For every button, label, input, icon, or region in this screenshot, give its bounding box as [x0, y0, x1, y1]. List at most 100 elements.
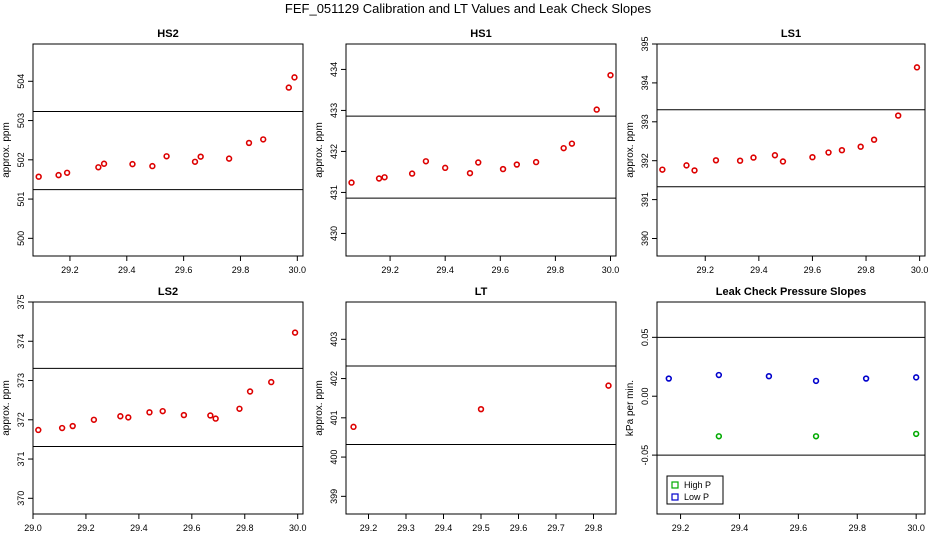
x-tick-label: 30.0: [289, 265, 307, 275]
legend-marker: [671, 481, 679, 489]
y-axis-label: kPa per min.: [625, 380, 636, 436]
data-point: [812, 377, 820, 385]
chart-panel-2: HS1 approx. ppm 29.2 29.4 29.6 29.8 30.0 430 431…: [314, 28, 619, 275]
data-point: [197, 153, 204, 160]
x-tick-label: 29.8: [232, 265, 250, 275]
y-axis-label: approx. ppm: [314, 122, 325, 178]
x-tick-label: 29.6: [790, 523, 808, 533]
y-axis-label: approx. ppm: [625, 122, 636, 178]
y-tick-label: 500: [16, 231, 26, 246]
data-point: [225, 155, 233, 162]
y-tick-label: 370: [16, 491, 26, 506]
y-tick-label: 393: [640, 114, 650, 129]
data-point: [568, 140, 576, 147]
data-point: [90, 416, 98, 423]
chart-panel-4: LS2 approx. ppm 29.0 29.2 29.4 29.6 29.8 30.0 37…: [1, 286, 306, 533]
y-tick-label: 504: [16, 74, 26, 89]
data-point: [35, 426, 42, 434]
x-tick-label: 29.8: [848, 523, 866, 533]
data-point: [691, 167, 698, 174]
data-point: [912, 374, 920, 381]
x-tick-label: 29.4: [750, 265, 768, 275]
x-tick-label: 29.2: [61, 265, 79, 275]
data-point: [146, 409, 153, 416]
data-point: [191, 158, 199, 165]
data-point: [291, 74, 298, 81]
data-point: [560, 144, 567, 152]
data-point: [765, 373, 773, 380]
x-tick-label: 29.6: [175, 265, 193, 275]
x-tick-label: 30.0: [911, 265, 929, 275]
data-point: [180, 411, 188, 419]
data-point: [100, 160, 108, 167]
x-tick-label: 29.2: [672, 523, 690, 533]
data-point: [246, 388, 254, 395]
y-tick-label: 371: [16, 452, 26, 467]
y-tick-label: 372: [16, 412, 26, 427]
data-point: [809, 153, 816, 161]
y-tick-label: 374: [16, 334, 26, 349]
chart-panel-3: LS1 approx. ppm 29.2 29.4 29.6 29.8 30.0 390 391…: [625, 28, 928, 275]
x-tick-label: 29.2: [381, 265, 399, 275]
y-axis-label: approx. ppm: [314, 380, 325, 436]
data-point: [35, 173, 42, 180]
x-tick-label: 29.8: [857, 265, 875, 275]
y-tick-label: 373: [16, 373, 26, 388]
chart-title: LS1: [781, 28, 801, 40]
chart-panel-5: LT approx. ppm 29.2 29.3 29.4 29.5 29.6 29.7 29.…: [314, 286, 617, 533]
y-tick-label: 392: [640, 153, 650, 168]
data-point: [129, 160, 136, 168]
data-point: [812, 433, 820, 440]
x-tick-label: 29.7: [547, 523, 565, 533]
x-tick-label: 29.4: [731, 523, 749, 533]
x-tick-label: 29.5: [472, 523, 490, 533]
y-tick-label: 399: [329, 489, 339, 504]
data-point: [712, 157, 720, 164]
data-point: [715, 433, 723, 440]
y-tick-label: 430: [329, 226, 339, 241]
x-tick-label: 29.4: [436, 265, 454, 275]
data-point: [779, 158, 787, 165]
data-point: [381, 174, 388, 181]
data-point: [659, 166, 666, 173]
x-tick-label: 29.2: [360, 523, 378, 533]
legend-label: Low P: [684, 492, 709, 502]
y-tick-label: -0.05: [640, 445, 650, 466]
x-tick-label: 29.4: [118, 265, 136, 275]
x-tick-label: 29.0: [24, 523, 42, 533]
data-point: [665, 375, 672, 382]
chart-title: HS1: [470, 28, 491, 40]
x-tick-label: 29.2: [77, 523, 95, 533]
data-point: [715, 371, 723, 379]
y-tick-label: 395: [640, 36, 650, 51]
x-tick-label: 29.4: [130, 523, 148, 533]
y-tick-label: 394: [640, 75, 650, 90]
data-point: [499, 165, 507, 173]
x-tick-label: 29.4: [435, 523, 453, 533]
data-point: [348, 179, 355, 186]
main-title: FEF_051129 Calibration and LT Values and…: [284, 1, 652, 16]
data-point: [605, 382, 612, 389]
data-point: [912, 430, 920, 438]
data-point: [125, 414, 132, 421]
data-point: [862, 375, 870, 382]
y-tick-label: 403: [329, 332, 339, 347]
data-point: [825, 149, 832, 156]
data-point: [477, 405, 485, 413]
x-tick-label: 29.6: [510, 523, 528, 533]
data-point: [58, 424, 66, 432]
data-point: [408, 170, 416, 177]
plot-frame: [345, 43, 617, 257]
y-tick-label: 432: [329, 144, 339, 159]
y-tick-label: 0.05: [640, 329, 650, 347]
data-point: [212, 415, 219, 422]
x-tick-label: 29.2: [696, 265, 714, 275]
y-tick-label: 400: [329, 450, 339, 465]
data-point: [607, 71, 614, 79]
data-point: [55, 171, 62, 179]
y-axis-label: approx. ppm: [1, 122, 12, 178]
y-tick-label: 391: [640, 192, 650, 207]
chart-title: LT: [475, 286, 488, 298]
y-axis-label: approx. ppm: [1, 380, 12, 436]
data-point: [441, 164, 449, 172]
